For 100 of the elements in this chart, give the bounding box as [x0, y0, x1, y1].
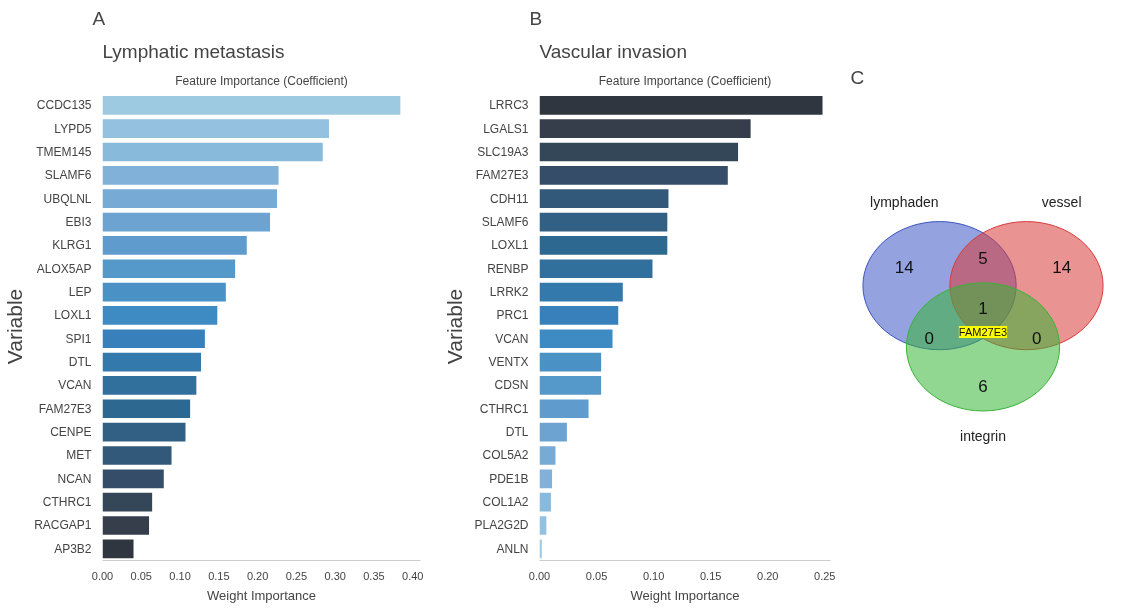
bar [539, 236, 668, 255]
y-tick-label: CDSN [494, 378, 529, 393]
bar [539, 166, 728, 185]
bar [102, 119, 329, 139]
bar [102, 282, 226, 302]
y-tick-label: FAM27E3 [38, 401, 92, 416]
x-tick-label: 0.35 [363, 569, 385, 582]
bar [539, 142, 739, 162]
bar [102, 259, 236, 279]
x-axis-title: Weight Importance [630, 587, 740, 603]
x-tick-label: 0.15 [208, 569, 230, 582]
y-tick-label: RACGAP1 [34, 518, 92, 533]
text: 1 [978, 298, 988, 318]
bar [539, 399, 589, 419]
bar [102, 422, 186, 442]
text: 0 [924, 328, 934, 348]
y-tick-label: EBI3 [65, 215, 92, 230]
category-label: vessel [1041, 194, 1082, 211]
x-axis-title: Weight Importance [207, 587, 316, 603]
bar [102, 376, 197, 395]
bar [539, 376, 602, 395]
y-tick-label: RENBP [487, 261, 529, 276]
bar [102, 96, 401, 115]
y-tick-label: NCAN [57, 471, 92, 486]
y-tick-label: PRC1 [496, 308, 529, 323]
x-tick-label: 0.25 [285, 569, 308, 582]
bar [539, 189, 669, 209]
bar [102, 189, 278, 209]
y-tick-label: CTHRC1 [479, 401, 529, 416]
bar [539, 212, 668, 232]
y-tick-label: PDE1B [489, 471, 529, 486]
bar [539, 352, 602, 372]
y-tick-label: CENPE [50, 425, 92, 440]
y-tick-label: DTL [505, 425, 529, 440]
bar [102, 236, 247, 255]
bar [102, 166, 279, 185]
y-axis-title: Variable [443, 288, 467, 365]
bar [539, 96, 823, 115]
y-tick-label: LEP [68, 285, 92, 300]
y-tick-label: ANLN [496, 541, 529, 556]
y-axis-title: Variable [3, 288, 27, 365]
x-tick-label: 0.20 [246, 569, 269, 582]
x-tick-label: 0.00 [91, 569, 114, 582]
chart-title: Lymphatic metastasis [102, 40, 285, 62]
y-tick-label: CDH11 [490, 191, 529, 206]
bar [102, 539, 134, 559]
text: C [850, 66, 865, 88]
bar [539, 446, 556, 465]
y-tick-label: COL5A2 [482, 448, 529, 463]
bar [539, 282, 623, 302]
bar [539, 492, 551, 512]
y-tick-label: CCDC135 [36, 98, 92, 113]
bar [102, 352, 201, 372]
y-tick-label: SLAMF6 [481, 215, 529, 230]
text: B [529, 7, 543, 29]
chart-subtitle: Feature Importance (Coefficient) [175, 73, 348, 88]
y-tick-label: PLA2G2D [474, 518, 529, 533]
y-tick-label: MET [66, 448, 93, 463]
y-tick-label: SPI1 [65, 331, 92, 346]
bar [102, 516, 150, 535]
bar [539, 306, 619, 325]
y-tick-label: LYPD5 [54, 121, 92, 136]
x-tick-label: 0.30 [324, 569, 346, 582]
bar [102, 446, 172, 465]
y-tick-label: UBQLNL [43, 191, 92, 206]
bar [102, 492, 153, 512]
y-tick-label: COL1A2 [482, 495, 529, 510]
bar [102, 212, 271, 232]
x-tick-label: 0.10 [642, 569, 665, 582]
y-tick-label: KLRG1 [52, 238, 92, 253]
bar [539, 259, 653, 279]
chart-title: Vascular invasion [539, 40, 688, 62]
y-tick-label: TMEM145 [36, 145, 92, 160]
bar [102, 306, 218, 325]
x-tick-label: 0.40 [402, 569, 424, 582]
y-tick-label: LOXL1 [54, 308, 92, 323]
text: 14 [894, 258, 914, 278]
x-tick-label: 0.10 [169, 569, 191, 582]
y-tick-label: VCAN [58, 378, 92, 393]
y-tick-label: FAM27E3 [475, 168, 529, 183]
bar [102, 142, 323, 162]
category-label: lymphaden [870, 194, 939, 211]
y-tick-label: VENTX [488, 355, 529, 370]
y-tick-label: DTL [68, 355, 92, 370]
text: A [92, 7, 106, 29]
category-label: integrin [960, 428, 1006, 445]
x-tick-label: 0.00 [528, 569, 551, 582]
text: 0 [1032, 328, 1042, 348]
bar [539, 469, 553, 489]
bar [539, 422, 567, 442]
bar [539, 119, 751, 139]
x-tick-label: 0.15 [699, 569, 722, 582]
chart-subtitle: Feature Importance (Coefficient) [598, 73, 772, 88]
x-tick-label: 0.25 [814, 569, 836, 582]
y-tick-label: AP3B2 [54, 541, 92, 556]
x-tick-label: 0.20 [757, 569, 779, 582]
y-tick-label: LGALS1 [483, 121, 529, 136]
y-tick-label: SLAMF6 [44, 168, 92, 183]
x-tick-label: 0.05 [130, 569, 152, 582]
x-tick-label: 0.05 [585, 569, 608, 582]
